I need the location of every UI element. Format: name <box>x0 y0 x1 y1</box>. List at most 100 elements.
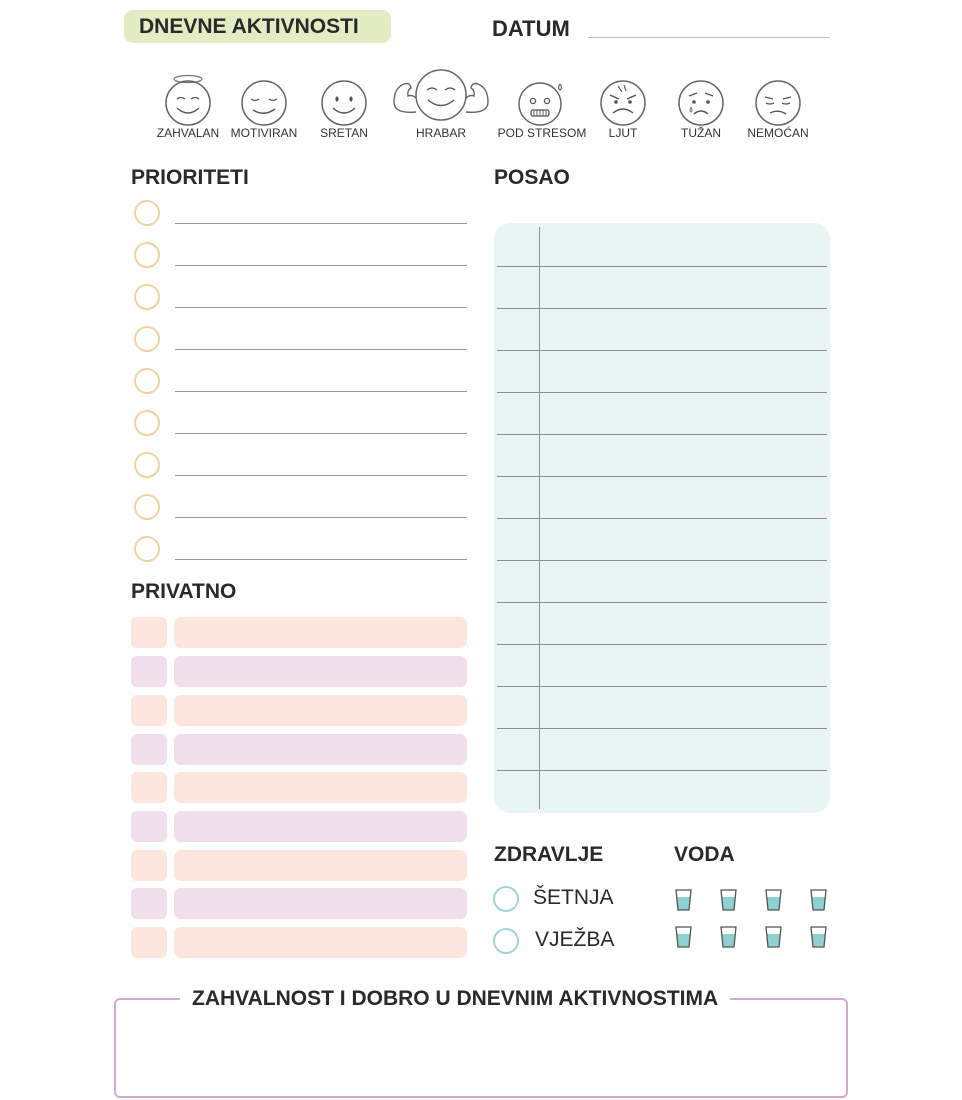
priority-row[interactable] <box>134 494 468 522</box>
priority-row[interactable] <box>134 536 468 564</box>
mood-helpless[interactable]: NEMOĆAN <box>740 80 816 140</box>
priority-row[interactable] <box>134 368 468 396</box>
happy-face-icon <box>321 80 367 126</box>
water-glass-icon[interactable] <box>764 925 784 949</box>
water-glass-icon[interactable] <box>809 925 829 949</box>
water-glass-icon[interactable] <box>719 888 739 912</box>
work-line <box>497 392 827 393</box>
health-checkbox[interactable] <box>493 928 519 954</box>
work-line <box>497 476 827 477</box>
mood-label: MOTIVIRAN <box>230 126 298 140</box>
water-glass-icon[interactable] <box>674 925 694 949</box>
health-checkbox[interactable] <box>493 886 519 912</box>
priority-checkbox[interactable] <box>134 452 160 478</box>
work-line <box>497 350 827 351</box>
brave-face-icon <box>393 69 489 121</box>
mood-angry[interactable]: LJUT <box>590 80 656 140</box>
private-entry[interactable] <box>174 927 467 958</box>
private-checkbox[interactable] <box>131 811 167 842</box>
mood-grateful[interactable]: ZAHVALAN <box>150 72 226 140</box>
priority-line[interactable] <box>175 223 467 224</box>
priority-checkbox[interactable] <box>134 200 160 226</box>
priority-checkbox[interactable] <box>134 326 160 352</box>
mood-label: LJUT <box>608 126 638 140</box>
private-row[interactable] <box>131 695 467 726</box>
water-glass-icon[interactable] <box>719 925 739 949</box>
private-checkbox[interactable] <box>131 617 167 648</box>
gratitude-notes-area[interactable] <box>114 998 848 1098</box>
mood-stressed[interactable]: POD STRESOM <box>494 80 590 140</box>
private-row[interactable] <box>131 811 467 842</box>
work-line <box>497 518 827 519</box>
private-row[interactable] <box>131 850 467 881</box>
priority-row[interactable] <box>134 326 468 354</box>
water-glass-icon[interactable] <box>809 888 829 912</box>
private-entry[interactable] <box>174 772 467 803</box>
priority-checkbox[interactable] <box>134 494 160 520</box>
water-glass-icon[interactable] <box>764 888 784 912</box>
priority-row[interactable] <box>134 284 468 312</box>
priority-line[interactable] <box>175 349 467 350</box>
private-checkbox[interactable] <box>131 772 167 803</box>
work-line <box>497 602 827 603</box>
mood-sad[interactable]: TUŽAN <box>666 80 736 140</box>
private-checkbox[interactable] <box>131 656 167 687</box>
private-entry[interactable] <box>174 617 467 648</box>
private-row[interactable] <box>131 772 467 803</box>
private-checkbox[interactable] <box>131 927 167 958</box>
priority-line[interactable] <box>175 517 467 518</box>
priority-checkbox[interactable] <box>134 368 160 394</box>
mood-happy[interactable]: SRETAN <box>306 80 382 140</box>
priority-checkbox[interactable] <box>134 284 160 310</box>
work-line <box>497 266 827 267</box>
mood-label: HRABAR <box>415 126 466 140</box>
priority-line[interactable] <box>175 559 467 560</box>
private-entry[interactable] <box>174 695 467 726</box>
work-notes-area[interactable] <box>494 223 830 813</box>
mood-motivated[interactable]: MOTIVIRAN <box>226 80 302 140</box>
date-input-line[interactable] <box>588 37 830 38</box>
mood-label: NEMOĆAN <box>747 126 809 140</box>
priority-line[interactable] <box>175 433 467 434</box>
private-row[interactable] <box>131 734 467 765</box>
work-line <box>497 728 827 729</box>
private-entry[interactable] <box>174 734 467 765</box>
private-checkbox[interactable] <box>131 695 167 726</box>
priority-line[interactable] <box>175 475 467 476</box>
priority-checkbox[interactable] <box>134 536 160 562</box>
priority-row[interactable] <box>134 200 468 228</box>
private-checkbox[interactable] <box>131 734 167 765</box>
priority-line[interactable] <box>175 307 467 308</box>
private-row[interactable] <box>131 888 467 919</box>
work-line <box>497 308 827 309</box>
private-checkbox[interactable] <box>131 888 167 919</box>
private-heading: PRIVATNO <box>131 580 237 603</box>
priority-row[interactable] <box>134 410 468 438</box>
private-entry[interactable] <box>174 888 467 919</box>
health-item-label: VJEŽBA <box>535 928 615 951</box>
health-heading: ZDRAVLJE <box>494 843 604 866</box>
private-entry[interactable] <box>174 811 467 842</box>
water-glass-icon[interactable] <box>674 888 694 912</box>
water-heading: VODA <box>674 843 735 866</box>
motivated-face-icon <box>241 80 287 126</box>
private-row[interactable] <box>131 927 467 958</box>
mood-brave[interactable]: HRABAR <box>388 68 494 140</box>
priority-row[interactable] <box>134 242 468 270</box>
priority-line[interactable] <box>175 265 467 266</box>
grateful-face-icon <box>165 74 211 126</box>
priority-checkbox[interactable] <box>134 242 160 268</box>
work-heading: POSAO <box>494 166 570 189</box>
priority-row[interactable] <box>134 452 468 480</box>
work-line <box>497 686 827 687</box>
private-row[interactable] <box>131 617 467 648</box>
priority-line[interactable] <box>175 391 467 392</box>
mood-label: ZAHVALAN <box>156 126 220 140</box>
private-row[interactable] <box>131 656 467 687</box>
private-entry[interactable] <box>174 656 467 687</box>
angry-face-icon <box>600 80 646 126</box>
priority-checkbox[interactable] <box>134 410 160 436</box>
private-entry[interactable] <box>174 850 467 881</box>
private-checkbox[interactable] <box>131 850 167 881</box>
date-label: DATUM <box>492 16 570 41</box>
